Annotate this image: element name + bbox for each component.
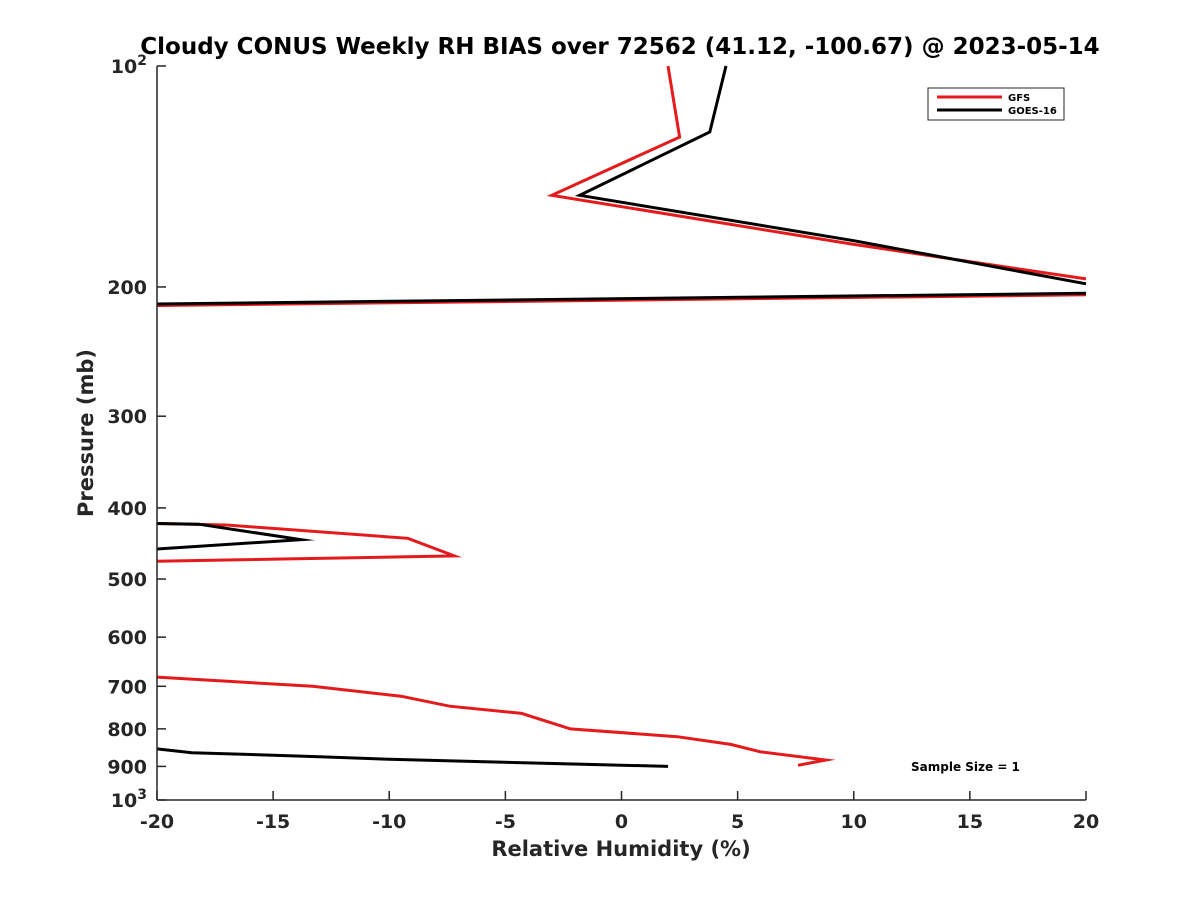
legend-goes-16-label: GOES-16 [1008,106,1057,117]
series-goes-16-line [574,65,1087,286]
y-tick-label: 900 [107,756,147,778]
series-goes-16-line [156,291,1087,306]
x-tick-label: 0 [615,811,628,833]
x-tick-label: 5 [731,811,744,833]
plot-area [156,65,1087,800]
x-tick-label: -5 [495,811,516,833]
x-ticks: -20 -15 -10 -5 0 5 10 15 20 [140,791,1099,833]
y-tick-label: 400 [107,498,147,520]
series-goes-16-line [156,747,669,768]
legend: GFS GOES-16 [927,87,1065,121]
y-ticks: 102 200 300 400 500 600 700 800 900 103 [107,53,166,812]
legend-box [927,87,1065,121]
series-goes-16-line [156,522,315,551]
x-tick-label: 20 [1073,811,1099,833]
y-tick-label: 700 [107,676,147,698]
x-tick-label: 10 [841,811,867,833]
y-axis-label: Pressure (mb) [74,349,98,517]
y-tick-label: 800 [107,719,147,741]
y-tick-label: 300 [107,406,147,428]
y-tick-label: 103 [111,787,147,812]
y-tick-label: 500 [107,569,147,591]
x-axis-label: Relative Humidity (%) [491,837,750,861]
series-gfs-line [156,675,836,767]
chart-title: Cloudy CONUS Weekly RH BIAS over 72562 (… [140,34,1099,60]
y-tick-label: 102 [111,53,147,78]
plot-background [157,66,1086,800]
y-tick-label: 600 [107,627,147,649]
sample-size-annotation: Sample Size = 1 [911,760,1020,774]
x-tick-label: 15 [957,811,983,833]
x-tick-label: -10 [372,811,406,833]
x-tick-label: -15 [256,811,290,833]
series-layer [156,65,1087,768]
y-tick-label: 200 [107,277,147,299]
x-tick-label: -20 [140,811,174,833]
legend-gfs-label: GFS [1008,93,1030,104]
